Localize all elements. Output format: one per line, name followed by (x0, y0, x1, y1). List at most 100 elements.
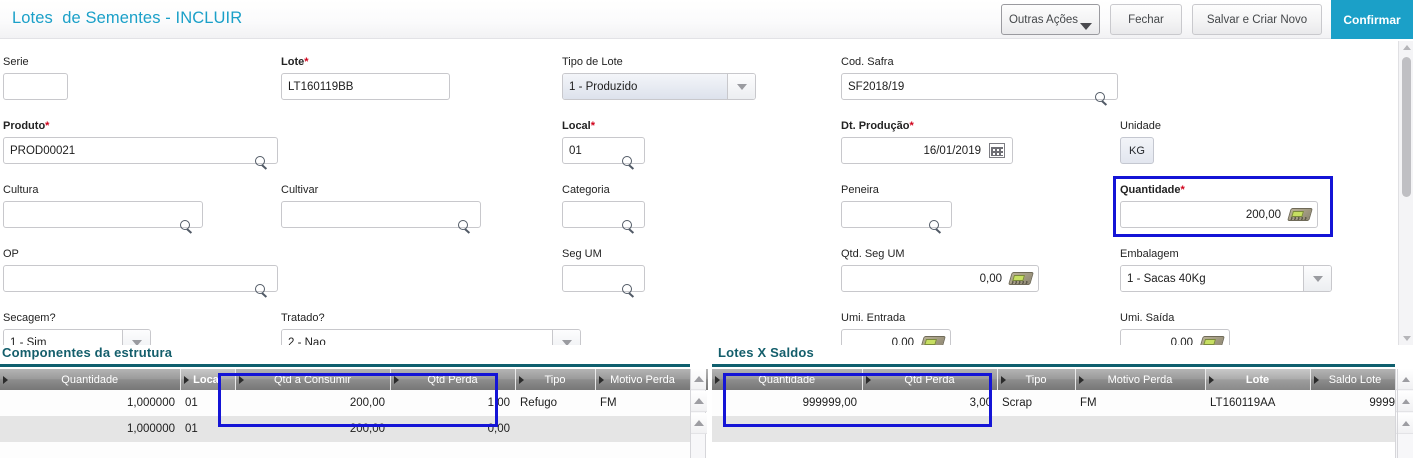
table-cell[interactable]: LT160119AA (1205, 390, 1310, 416)
confirmar-button[interactable]: Confirmar (1331, 0, 1413, 39)
column-header[interactable]: Qtd Perda (862, 369, 998, 390)
table-cell[interactable]: 3,00 (862, 390, 997, 416)
column-marker[interactable] (706, 369, 708, 390)
column-menu-icon[interactable] (183, 375, 189, 384)
table-cell[interactable]: 999999,00 (712, 390, 862, 416)
table-cell[interactable]: 1,00 (390, 390, 515, 416)
outras-acoes-button[interactable]: Outras Ações (1001, 4, 1100, 35)
categoria-input[interactable] (562, 201, 645, 230)
table-cell[interactable] (515, 416, 595, 442)
salvar-e-criar-novo-button[interactable]: Salvar e Criar Novo (1192, 4, 1322, 35)
scroll-down-icon[interactable] (1403, 336, 1411, 341)
field-op: OP (3, 248, 278, 294)
tratado-select[interactable]: 2 - Nao (281, 329, 581, 345)
column-header[interactable]: Local (180, 369, 236, 390)
table-cell[interactable]: Refugo (515, 390, 595, 416)
secagem-value: 1 - Sim (4, 330, 123, 345)
field-categoria: Categoria (562, 184, 645, 230)
column-menu-icon[interactable] (238, 375, 244, 384)
column-header-label: Qtd a Consumir (273, 373, 352, 386)
table-row[interactable]: 1,000000 01 200,00 1,00 Refugo FM (0, 390, 690, 416)
column-menu-icon[interactable] (1313, 375, 1319, 384)
scroll-up-icon[interactable] (691, 391, 707, 412)
chevron-down-icon[interactable] (1304, 266, 1331, 291)
table-cell[interactable] (595, 416, 690, 442)
chevron-down-icon[interactable] (123, 330, 150, 345)
column-menu-icon[interactable] (715, 375, 720, 384)
quantidade-input[interactable]: 200,00 (1120, 201, 1318, 228)
column-header[interactable]: Motivo Perda (1075, 369, 1206, 390)
column-menu-icon[interactable] (1078, 375, 1084, 384)
cultura-input[interactable] (3, 201, 203, 230)
fechar-button[interactable]: Fechar (1110, 4, 1182, 35)
qtd-seg-um-value: 0,00 (979, 272, 1002, 285)
calculator-icon[interactable] (1008, 272, 1034, 285)
calculator-icon[interactable] (920, 336, 946, 345)
column-header[interactable]: Qtd Perda (390, 369, 516, 390)
scroll-up-icon[interactable] (1398, 369, 1413, 390)
peneira-input[interactable] (841, 201, 952, 230)
table-cell[interactable]: 01 (180, 390, 235, 416)
table-cell[interactable]: 200,00 (235, 416, 390, 442)
calendar-icon[interactable] (989, 143, 1005, 158)
grid-right-edge-scrollbar[interactable] (1397, 369, 1413, 458)
scroll-up-icon[interactable] (691, 413, 707, 434)
field-lote: Lote* LT160119BB (281, 56, 450, 100)
calculator-icon[interactable] (1199, 336, 1225, 345)
chevron-down-icon[interactable] (728, 74, 755, 99)
serie-input[interactable] (3, 73, 68, 100)
column-header[interactable]: Tipo (515, 369, 596, 390)
embalagem-select[interactable]: 1 - Sacas 40Kg (1120, 265, 1332, 292)
produto-input[interactable]: PROD00021 (3, 137, 278, 166)
column-header[interactable]: Lote (1205, 369, 1311, 390)
table-cell (1075, 416, 1205, 442)
componentes-vertical-scrollbar[interactable] (690, 369, 707, 458)
column-menu-icon[interactable] (518, 375, 524, 384)
secagem-select[interactable]: 1 - Sim (3, 329, 151, 345)
qtd-seg-um-input[interactable]: 0,00 (841, 265, 1039, 292)
column-header[interactable]: Saldo Lote (1310, 369, 1401, 390)
quantidade-value: 200,00 (1245, 208, 1281, 221)
calculator-icon[interactable] (1287, 208, 1313, 221)
column-menu-icon[interactable] (3, 375, 8, 384)
table-row[interactable]: 1,000000 01 200,00 0,00 (0, 416, 690, 442)
table-row[interactable]: 999999,00 3,00 Scrap FM LT160119AA 9999 (712, 390, 1400, 416)
table-cell[interactable]: 1,000000 (0, 390, 180, 416)
cultivar-input[interactable] (281, 201, 481, 230)
table-cell[interactable]: 0,00 (390, 416, 515, 442)
table-cell[interactable]: FM (595, 390, 690, 416)
column-menu-icon[interactable] (393, 375, 399, 384)
table-cell[interactable]: 1,000000 (0, 416, 180, 442)
form-vertical-scrollbar[interactable] (1398, 41, 1413, 345)
dt-producao-input[interactable]: 16/01/2019 (841, 137, 1013, 164)
umi-saida-input[interactable]: 0,00 (1120, 329, 1230, 345)
cod-safra-input[interactable]: SF2018/19 (841, 73, 1118, 102)
table-cell[interactable]: FM (1075, 390, 1205, 416)
local-input[interactable]: 01 (562, 137, 645, 166)
column-menu-icon[interactable] (598, 375, 604, 384)
scroll-up-icon[interactable] (691, 369, 707, 390)
column-header-label: Qtd Perda (427, 373, 478, 386)
umi-entrada-input[interactable]: 0,00 (841, 329, 951, 345)
scroll-up-icon[interactable] (1398, 413, 1413, 434)
table-cell[interactable]: 01 (180, 416, 235, 442)
lote-input[interactable]: LT160119BB (281, 73, 450, 100)
column-header[interactable]: Tipo (997, 369, 1076, 390)
tipo-de-lote-select[interactable]: 1 - Produzido (562, 73, 756, 100)
scroll-up-icon[interactable] (1398, 391, 1413, 412)
column-menu-icon[interactable] (1000, 375, 1006, 384)
op-input[interactable] (3, 265, 278, 294)
column-header[interactable]: Motivo Perda (595, 369, 691, 390)
column-menu-icon[interactable] (1208, 375, 1214, 384)
column-header[interactable]: Quantidade (712, 369, 863, 390)
table-cell[interactable]: Scrap (997, 390, 1075, 416)
scroll-up-icon[interactable] (1403, 45, 1411, 50)
column-header[interactable]: Quantidade (0, 369, 181, 390)
column-header[interactable]: Qtd a Consumir (235, 369, 391, 390)
seg-um-input[interactable] (562, 265, 645, 294)
table-cell[interactable]: 200,00 (235, 390, 390, 416)
chevron-down-icon[interactable] (553, 330, 580, 345)
table-cell[interactable]: 9999 (1310, 390, 1400, 416)
scrollbar-thumb[interactable] (1402, 57, 1411, 197)
column-menu-icon[interactable] (865, 375, 871, 384)
